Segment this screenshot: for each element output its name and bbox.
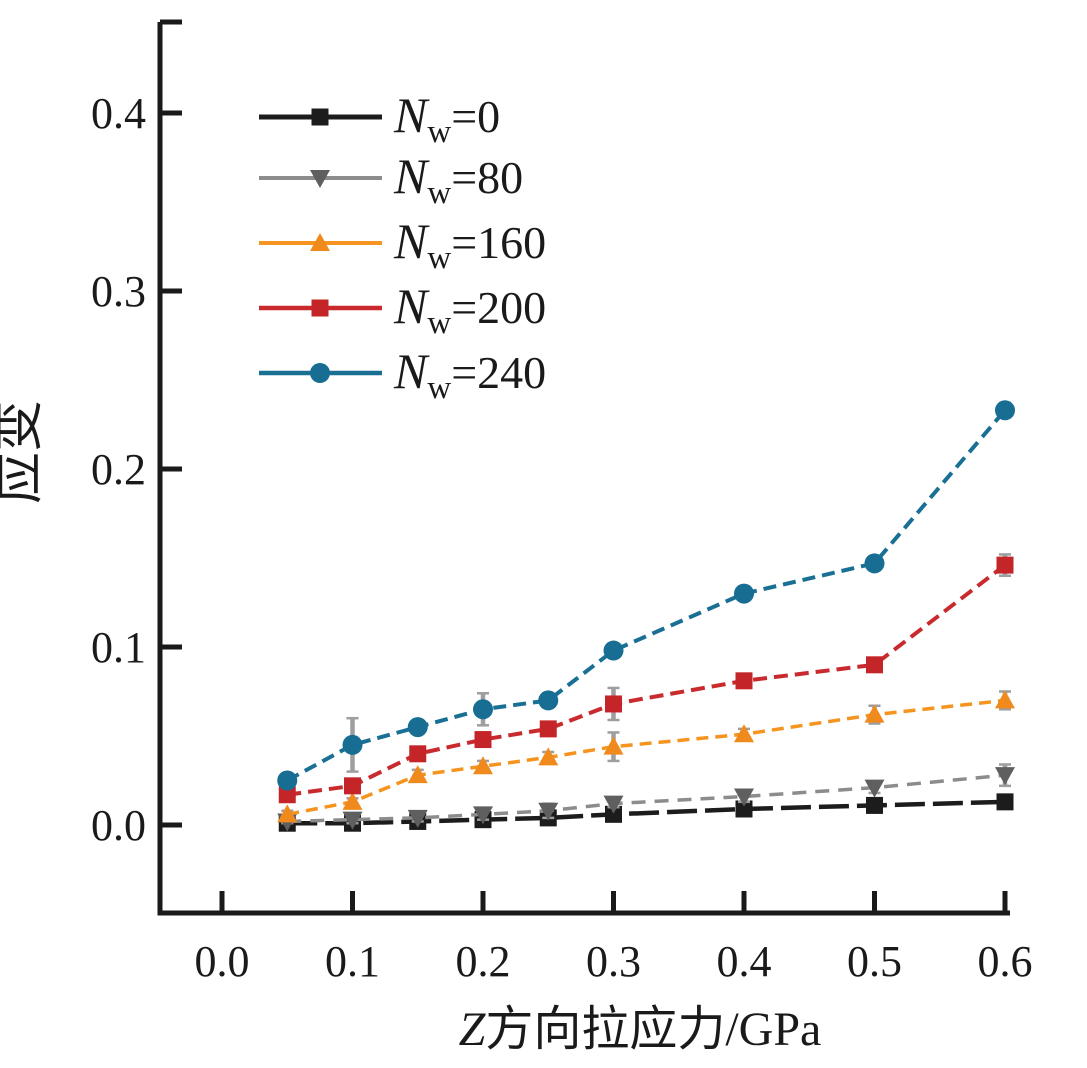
x-tick-label: 0.5 xyxy=(847,937,902,986)
marker-square xyxy=(539,720,557,738)
marker-triangle-up xyxy=(277,804,298,823)
marker-triangle-down xyxy=(603,795,624,814)
marker-square xyxy=(735,672,753,690)
marker-circle xyxy=(473,699,493,720)
marker-triangle-down xyxy=(310,170,330,188)
y-tick-label: 0.1 xyxy=(91,623,146,672)
legend-label: Nw=0 xyxy=(393,87,500,150)
marker-triangle-up xyxy=(734,724,754,743)
marker-triangle-up xyxy=(310,233,330,251)
x-tick-label: 0.4 xyxy=(717,937,772,986)
legend-label: Nw=240 xyxy=(393,343,546,406)
marker-triangle-down xyxy=(864,779,885,798)
series-line xyxy=(286,408,1007,783)
marker-triangle-down xyxy=(473,806,493,825)
marker-triangle-up xyxy=(342,791,363,810)
marker-triangle-up xyxy=(473,756,493,775)
marker-triangle-up xyxy=(995,690,1015,709)
x-tick-label: 0.0 xyxy=(195,937,250,986)
y-tick-label: 0.0 xyxy=(91,801,146,850)
legend-item-Nw-80: Nw=80 xyxy=(259,148,523,211)
marker-triangle-up xyxy=(864,704,885,723)
marker-circle xyxy=(864,553,885,574)
marker-square xyxy=(605,805,622,823)
axes xyxy=(157,19,1010,916)
marker-square xyxy=(344,777,361,795)
marker-triangle-down xyxy=(407,809,428,828)
marker-square xyxy=(278,786,296,804)
legend-item-Nw-200: Nw=200 xyxy=(259,278,546,341)
x-tick-label: 0.1 xyxy=(325,937,380,986)
legend-label: Nw=200 xyxy=(393,278,546,341)
series-Nw-160 xyxy=(277,690,1015,823)
marker-triangle-down xyxy=(734,788,754,807)
marker-circle xyxy=(538,690,559,711)
marker-triangle-up xyxy=(407,765,428,784)
series-line xyxy=(286,563,1007,797)
marker-square xyxy=(866,656,883,674)
marker-triangle-down xyxy=(538,802,559,821)
marker-circle xyxy=(342,734,363,755)
marker-square xyxy=(735,800,753,818)
x-axis-title: Z方向拉应力/GPa xyxy=(459,1003,822,1056)
legend-item-Nw-160: Nw=160 xyxy=(259,213,546,276)
legend-label: Nw=80 xyxy=(393,148,523,211)
marker-circle xyxy=(407,717,428,738)
marker-circle xyxy=(734,583,754,604)
marker-triangle-up xyxy=(538,747,559,766)
x-tick-label: 0.2 xyxy=(456,937,511,986)
legend-label: Nw=160 xyxy=(393,213,546,276)
marker-square xyxy=(311,299,329,317)
marker-circle xyxy=(603,640,624,661)
marker-circle xyxy=(995,400,1015,421)
marker-square xyxy=(605,695,622,713)
marker-triangle-up xyxy=(603,736,624,755)
legend-item-Nw-240: Nw=240 xyxy=(259,343,546,406)
x-tick-label: 0.6 xyxy=(978,937,1033,986)
marker-square xyxy=(996,556,1014,574)
tick-labels: 0.0 0.1 0.2 0.3 0.4 0.0 0.1 0.2 0.3 0.4 0.5 0.6 xyxy=(91,89,1033,986)
marker-circle xyxy=(277,770,298,791)
marker-square xyxy=(311,108,329,126)
series-Nw-200 xyxy=(278,553,1014,804)
y-tick-label: 0.4 xyxy=(91,89,146,138)
y-tick-label: 0.3 xyxy=(91,267,146,316)
marker-square xyxy=(409,745,427,763)
x-tick-label: 0.3 xyxy=(586,937,641,986)
y-tick-label: 0.2 xyxy=(91,445,146,494)
marker-triangle-down xyxy=(342,811,363,830)
legend-item-Nw-0: Nw=0 xyxy=(259,87,500,150)
marker-triangle-down xyxy=(995,767,1015,786)
y-axis-title: 应变 xyxy=(0,400,48,504)
marker-square xyxy=(996,793,1014,811)
marker-square xyxy=(474,731,492,749)
series-line xyxy=(287,799,1006,826)
marker-square xyxy=(866,796,883,814)
marker-circle xyxy=(310,363,330,383)
series-Nw-240 xyxy=(277,400,1015,791)
